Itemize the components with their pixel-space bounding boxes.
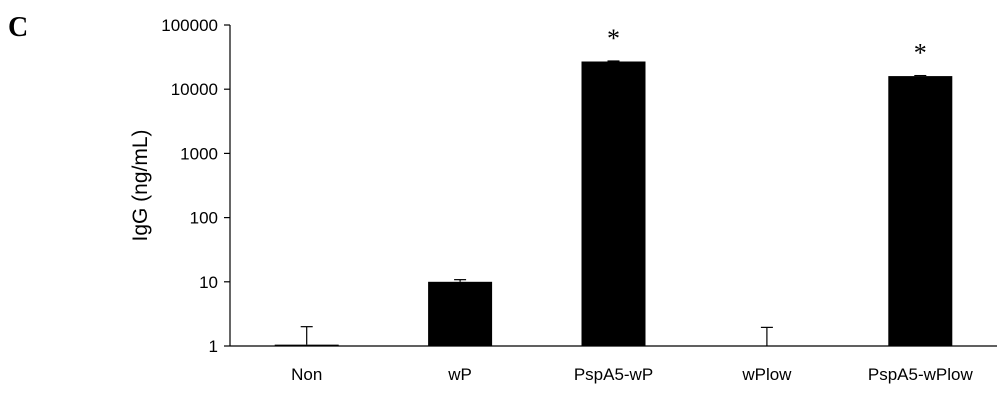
- y-tick-label: 1000: [180, 144, 218, 163]
- bar-non: [274, 344, 339, 346]
- x-tick-label: PspA5-wPlow: [868, 365, 974, 384]
- x-tick-label: wPlow: [741, 365, 792, 384]
- bar-pspa5-wp: [581, 61, 646, 347]
- x-tick-label: PspA5-wP: [574, 365, 653, 384]
- labels: 1 10 100 1000 10000 100000 IgG (ng/mL) Non wP Psp…: [129, 16, 973, 384]
- bars: [274, 60, 953, 347]
- y-tick-label: 100: [190, 209, 218, 228]
- y-tick-label: 100000: [161, 16, 218, 35]
- y-tick-label: 10: [199, 273, 218, 292]
- y-tick-label: 10000: [171, 80, 218, 99]
- bar-pspa5-wplow: [888, 76, 953, 347]
- panel-label: C: [8, 12, 28, 43]
- y-tick-label: 1: [209, 337, 218, 356]
- significance-marker: *: [914, 39, 927, 68]
- significance-marker: *: [607, 24, 620, 53]
- x-tick-label: wP: [447, 365, 472, 384]
- bar-wp: [428, 281, 493, 346]
- x-tick-label: Non: [291, 365, 322, 384]
- y-axis-label: IgG (ng/mL): [129, 129, 152, 241]
